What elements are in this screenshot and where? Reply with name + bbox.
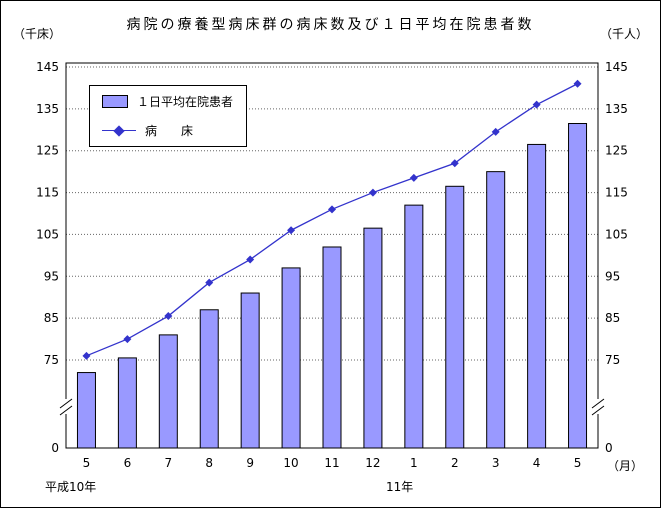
x-axis-unit-label: （月） (607, 459, 644, 473)
x-tick-month-11-6: 11 (324, 456, 339, 470)
y-tick-right-85: 85 (605, 311, 620, 325)
x-tick-month-9-4: 9 (246, 456, 254, 470)
x-tick-month-12-7: 12 (365, 456, 380, 470)
era-label-heisei10: 平成10年 (45, 480, 97, 494)
x-tick-month-1-8: 1 (410, 456, 418, 470)
diamond-marker-12 (368, 188, 377, 197)
y-tick-right-95: 95 (605, 269, 620, 283)
x-tick-month-4-11: 4 (533, 456, 541, 470)
y-tick-left-95: 95 (44, 269, 59, 283)
bar-month-3 (486, 171, 506, 449)
y-tick-left-75: 75 (44, 353, 59, 367)
y-tick-left-125: 125 (36, 144, 59, 158)
x-tick-month-6-1: 6 (124, 456, 132, 470)
x-tick-month-5-12: 5 (574, 456, 582, 470)
y-tick-left-0: 0 (51, 441, 59, 455)
legend-item-beds: 病 床 (102, 123, 246, 139)
bar-month-11 (322, 246, 342, 449)
x-tick-month-7-2: 7 (164, 456, 172, 470)
legend-item-inpatients: １日平均在院患者 (102, 94, 246, 110)
y-tick-left-135: 135 (36, 102, 59, 116)
diamond-marker-4 (532, 100, 541, 109)
y-tick-left-145: 145 (36, 60, 59, 74)
bar-month-2 (445, 185, 465, 449)
bar-month-5 (76, 372, 96, 449)
axis-break-slash (591, 405, 605, 416)
y-tick-left-105: 105 (36, 227, 59, 241)
y-tick-right-135: 135 (605, 102, 628, 116)
axis-break-gap-0 (61, 399, 71, 414)
right-axis-unit-label: （千人） (599, 27, 648, 41)
y-tick-right-75: 75 (605, 353, 620, 367)
axis-break-slash (591, 398, 605, 409)
x-tick-month-2-9: 2 (451, 456, 459, 470)
y-tick-left-115: 115 (36, 186, 59, 200)
x-tick-month-8-3: 8 (205, 456, 213, 470)
bar-month-4 (527, 143, 547, 449)
bar-month-6 (117, 357, 137, 449)
bar-month-9 (240, 292, 260, 449)
y-tick-left-85: 85 (44, 311, 59, 325)
plot-border (65, 62, 599, 449)
y-tick-right-0: 0 (605, 441, 613, 455)
legend-line-label: 病 床 (145, 124, 194, 138)
diamond-marker-5 (573, 79, 582, 88)
bar-month-1 (404, 204, 424, 449)
diamond-marker-11 (328, 205, 336, 214)
axis-break-slash (59, 398, 73, 409)
x-tick-month-3-10: 3 (492, 456, 500, 470)
diamond-marker-3 (491, 127, 500, 136)
diamond-marker-7 (164, 312, 173, 321)
y-tick-right-105: 105 (605, 227, 628, 241)
diamond-marker-2 (450, 159, 459, 168)
diamond-marker-5 (82, 351, 91, 360)
axis-break-slash (59, 405, 73, 416)
diamond-marker-6 (123, 335, 132, 344)
diamond-marker-1 (409, 173, 418, 182)
diamond-marker-9 (246, 255, 255, 264)
y-tick-right-145: 145 (605, 60, 628, 74)
line-series-swatch (102, 124, 136, 137)
y-tick-right-125: 125 (605, 144, 628, 158)
left-axis-unit-label: （千床） (13, 27, 62, 41)
legend: １日平均在院患者 病 床 (89, 85, 247, 147)
diamond-marker-10 (287, 226, 296, 235)
bar-month-7 (158, 334, 178, 449)
chart-title: 病院の療養型病床群の病床数及び１日平均在院患者数 (126, 17, 535, 33)
bar-month-5 (568, 123, 588, 449)
legend-bar-label: １日平均在院患者 (137, 95, 234, 109)
bar-month-10 (281, 267, 301, 449)
y-tick-right-115: 115 (605, 186, 628, 200)
x-tick-month-5-0: 5 (83, 456, 91, 470)
x-tick-month-10-5: 10 (283, 456, 298, 470)
bar-month-12 (363, 227, 383, 449)
era-label-year11: 11年 (386, 480, 414, 494)
axis-break-gap-1 (593, 399, 603, 414)
diamond-marker-8 (205, 278, 214, 287)
bar-month-8 (199, 309, 219, 449)
diamond-marker-icon (113, 124, 125, 137)
bar-series-swatch (102, 95, 128, 108)
